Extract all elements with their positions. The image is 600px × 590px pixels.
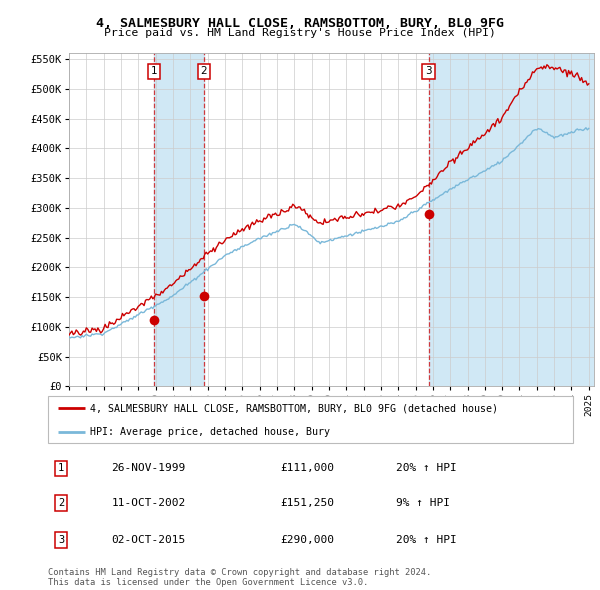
- FancyBboxPatch shape: [48, 396, 574, 442]
- Text: 20% ↑ HPI: 20% ↑ HPI: [397, 464, 457, 473]
- Text: 3: 3: [58, 535, 64, 545]
- Bar: [154, 53, 204, 386]
- Text: 02-OCT-2015: 02-OCT-2015: [112, 535, 185, 545]
- Text: £290,000: £290,000: [280, 535, 334, 545]
- Text: 9% ↑ HPI: 9% ↑ HPI: [397, 498, 451, 508]
- Text: HPI: Average price, detached house, Bury: HPI: Average price, detached house, Bury: [90, 427, 330, 437]
- Text: 4, SALMESBURY HALL CLOSE, RAMSBOTTOM, BURY, BL0 9FG: 4, SALMESBURY HALL CLOSE, RAMSBOTTOM, BU…: [96, 17, 504, 30]
- Text: 4, SALMESBURY HALL CLOSE, RAMSBOTTOM, BURY, BL0 9FG (detached house): 4, SALMESBURY HALL CLOSE, RAMSBOTTOM, BU…: [90, 404, 498, 414]
- Bar: [428, 53, 594, 386]
- Text: 1: 1: [151, 67, 157, 77]
- Text: £151,250: £151,250: [280, 498, 334, 508]
- Text: Contains HM Land Registry data © Crown copyright and database right 2024.
This d: Contains HM Land Registry data © Crown c…: [48, 568, 431, 587]
- Text: 20% ↑ HPI: 20% ↑ HPI: [397, 535, 457, 545]
- Text: 11-OCT-2002: 11-OCT-2002: [112, 498, 185, 508]
- Text: 2: 2: [58, 498, 64, 508]
- Text: 26-NOV-1999: 26-NOV-1999: [112, 464, 185, 473]
- Text: Price paid vs. HM Land Registry's House Price Index (HPI): Price paid vs. HM Land Registry's House …: [104, 28, 496, 38]
- Text: 2: 2: [200, 67, 207, 77]
- Text: 1: 1: [58, 464, 64, 473]
- Text: £111,000: £111,000: [280, 464, 334, 473]
- Text: 3: 3: [425, 67, 432, 77]
